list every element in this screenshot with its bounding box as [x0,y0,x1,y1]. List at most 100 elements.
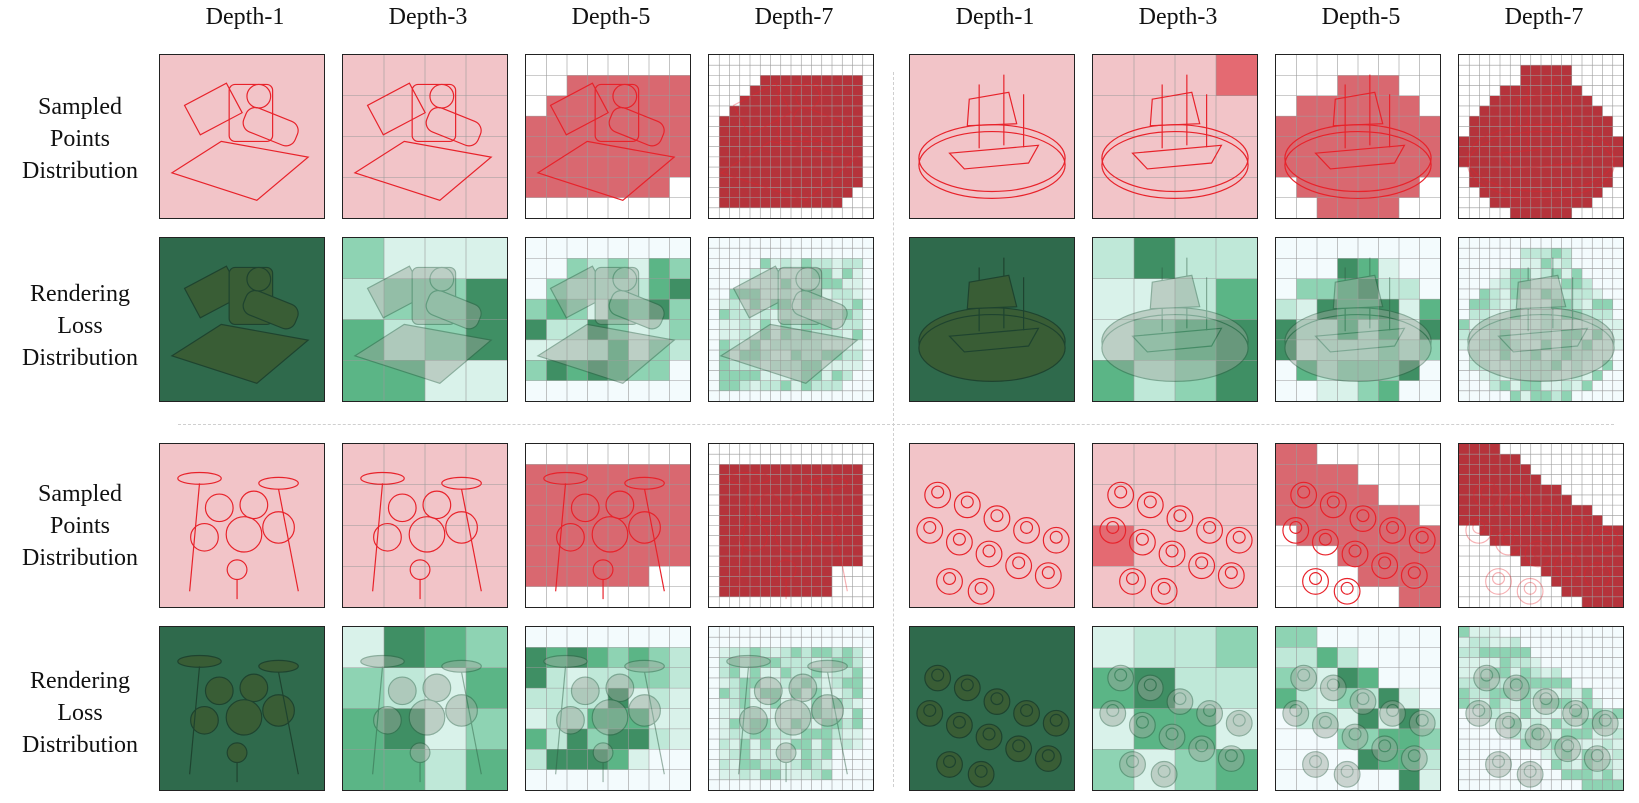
octree-cell [1459,505,1470,516]
octree-cell [842,677,853,689]
octree-cell [832,278,843,289]
octree-cell [1469,360,1480,371]
octree-cell [842,484,853,495]
octree-cell [1479,390,1490,401]
octree-cell [811,647,822,658]
octree-cell [1520,329,1531,340]
octree-cell [739,95,750,106]
octree-cell [709,759,720,770]
octree-cell [546,484,567,506]
octree-cell [1500,728,1511,740]
octree-cell [739,207,750,218]
octree-cell [760,339,771,351]
object-silhouette [726,654,848,783]
octree-cell [1612,657,1623,668]
octree-cell [852,728,863,740]
octree-cell [1602,525,1613,536]
octree-cell [821,739,832,750]
octree-cell [1561,187,1572,198]
octree-cell [1541,309,1552,320]
octree-cell [842,769,853,780]
octree-cell [1541,454,1552,465]
octree-cell [821,126,832,137]
octree-cell [1489,187,1500,198]
octree-cell [760,474,771,485]
octree-cell [862,95,873,106]
panel-sampled-7 [1275,443,1441,608]
octree-cell [1520,258,1531,269]
octree-cell [801,667,812,678]
octree-cell [1489,95,1500,106]
octree-cell [1459,545,1470,557]
octree-cell [567,484,588,506]
octree-cell [587,667,608,689]
octree-cell [1419,667,1440,689]
octree-cell [1500,545,1511,557]
panel-svg [1093,444,1257,607]
octree-cell [1541,647,1552,658]
octree-cell [1296,688,1317,709]
octree-cell [719,156,730,168]
octree-cell [719,494,730,506]
octree-cell [1592,576,1603,587]
octree-cell [739,525,750,536]
octree-cell [1510,55,1521,66]
octree-cell [1561,779,1572,790]
octree-cell [821,688,832,699]
octree-cell [669,380,690,401]
octree-cell [1510,319,1521,330]
object-silhouette [170,265,310,384]
octree-cell [1469,105,1480,117]
octree-cell [1296,667,1317,689]
octree-cell [1530,728,1541,740]
octree-cell [739,299,750,310]
octree-cell [821,749,832,760]
octree-cell [862,474,873,485]
octree-cell [739,596,750,607]
octree-cell [1530,380,1541,391]
column-header-3: Depth-5 [571,4,651,30]
octree-cell [1612,278,1623,289]
octree-cell [780,627,791,638]
octree-cell [1489,116,1500,127]
octree-cell [821,769,832,780]
octree-cell [1358,319,1379,340]
octree-cell [791,627,802,638]
octree-cell [709,177,720,188]
octree-cell [811,566,822,577]
octree-cell [1561,576,1572,587]
octree-cell [1592,698,1603,709]
octree-cell [1582,779,1593,790]
octree-cell [770,535,781,546]
octree-cell [719,749,730,760]
octree-cell [791,535,802,546]
octree-cell [832,339,843,351]
octree-cell [750,647,761,658]
octree-cell [862,197,873,208]
octree-cell [1459,464,1470,475]
octree-cell [1551,65,1562,76]
octree-cell [1510,515,1521,526]
octree-cell [1592,667,1603,678]
octree-cell [1378,238,1399,259]
octree-cell [862,749,873,760]
octree-cell [1459,248,1470,259]
octree-cell [1602,136,1613,147]
octree-cell [780,350,791,361]
octree-cell [649,505,670,526]
octree-cell [801,105,812,117]
octree-cell [1520,556,1531,567]
octree-cell [719,65,730,76]
octree-cell [1459,637,1470,648]
octree-cell [852,187,863,198]
octree-cell [1479,319,1490,330]
octree-cell [760,299,771,310]
octree-cell [546,444,567,465]
octree-cell [1592,65,1603,76]
octree-cell [1561,258,1572,269]
octree-cell [852,55,863,66]
octree-cell [1561,688,1572,699]
octree-cell [1479,350,1490,361]
octree-cell [1602,647,1613,658]
octree-cell [770,329,781,340]
